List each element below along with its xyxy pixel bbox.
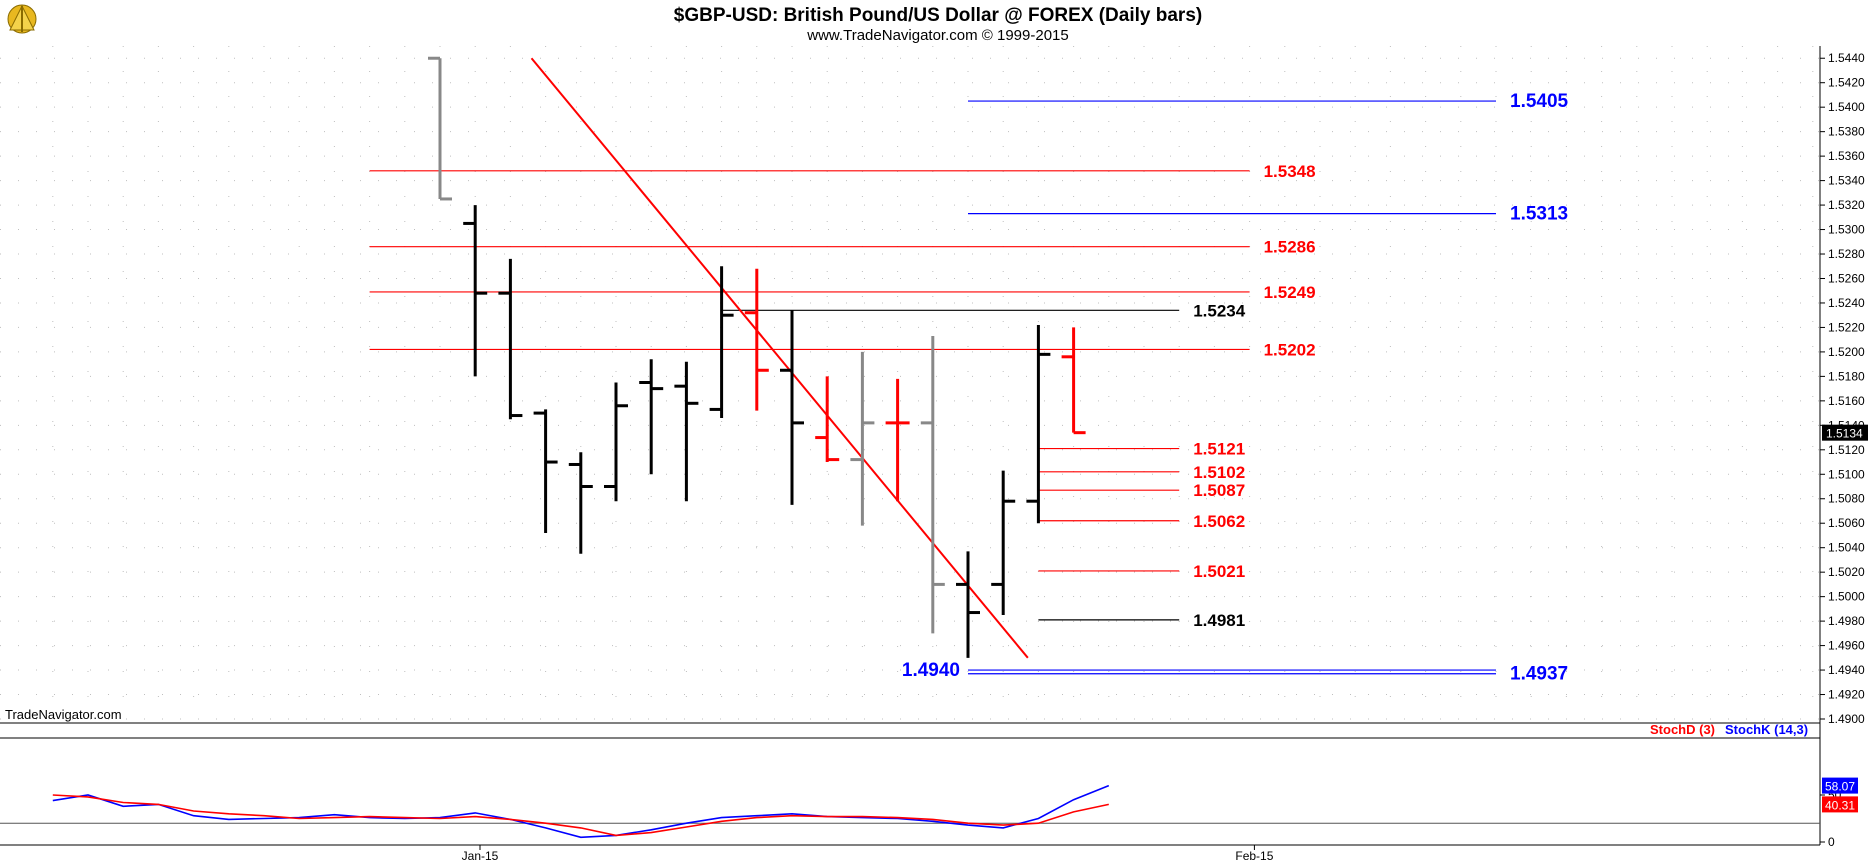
y-tick-label: 1.4920 <box>1828 688 1865 702</box>
sextant-logo-icon <box>7 4 37 34</box>
chart-title: $GBP-USD: British Pound/US Dollar @ FORE… <box>674 5 1202 26</box>
ohlc-bar <box>744 268 769 411</box>
stoch-k-badge <box>1822 777 1858 794</box>
level-label: 1.5348 <box>1264 162 1316 181</box>
level-label: 1.5121 <box>1193 440 1245 459</box>
trendline <box>530 57 1029 659</box>
y-tick-label: 1.5100 <box>1828 467 1865 481</box>
stoch-legend: StochK (14,3) StochD (3) <box>1650 722 1808 737</box>
y-tick-label: 1.5340 <box>1828 174 1865 188</box>
level-label: 1.5313 <box>1510 204 1568 225</box>
y-tick-label: 1.5180 <box>1828 369 1865 383</box>
y-tick-label: 1.5300 <box>1828 223 1865 237</box>
level-label: 1.4981 <box>1193 611 1245 630</box>
ohlc-bar <box>463 205 488 377</box>
stoch-k-value: 58.07 <box>1825 780 1855 794</box>
ohlc-bar <box>709 266 734 418</box>
stoch-d-badge <box>1822 796 1858 813</box>
legend-entry: StochK (14,3) <box>1725 722 1808 737</box>
level-label: 1.5202 <box>1264 340 1316 359</box>
ohlc-bar <box>498 258 523 420</box>
x-tick-label: Jan-15 <box>462 849 499 863</box>
price-bars <box>428 56 1086 658</box>
ohlc-bar <box>991 470 1016 615</box>
y-tick-label: 1.5260 <box>1828 271 1865 285</box>
level-label: 1.5087 <box>1193 481 1245 500</box>
stoch-k-line <box>52 784 1110 839</box>
level-label: 1.5021 <box>1193 562 1245 581</box>
ohlc-bar <box>1061 327 1086 435</box>
ohlc-bar <box>920 336 945 634</box>
stoch-d-value: 40.31 <box>1825 798 1855 812</box>
y-tick-label: 1.5200 <box>1828 345 1865 359</box>
chart-subtitle: www.TradeNavigator.com © 1999-2015 <box>806 27 1068 44</box>
y-tick-label: 1.5160 <box>1828 394 1865 408</box>
y-tick-label: 1.5080 <box>1828 492 1865 506</box>
y-tick-label: 1.4940 <box>1828 663 1865 677</box>
watermark: TradeNavigator.com <box>5 707 122 722</box>
level-label: 1.5405 <box>1510 91 1569 112</box>
y-tick-label: 1.5420 <box>1828 76 1865 90</box>
y-tick-label: 1.5120 <box>1828 443 1865 457</box>
ohlc-bar <box>850 351 875 526</box>
last-price-label: 1.5134 <box>1826 427 1863 441</box>
price-trendline <box>530 57 1029 659</box>
y-tick-label: 1.5280 <box>1828 247 1865 261</box>
y-tick-label: 1.4900 <box>1828 712 1865 726</box>
y-tick-label: 1.5400 <box>1828 100 1865 114</box>
stoch-lines <box>52 784 1110 839</box>
y-tick-label: 1.5240 <box>1828 296 1865 310</box>
y-tick-label: 1.5040 <box>1828 541 1865 555</box>
last-price-badge <box>1822 424 1868 441</box>
level-label: 1.5102 <box>1193 463 1245 482</box>
ohlc-bar <box>815 376 840 463</box>
ohlc-bar <box>428 56 452 201</box>
level-label: 1.5249 <box>1264 283 1316 302</box>
y-tick-label: 1.5320 <box>1828 198 1865 212</box>
ohlc-bar <box>1026 324 1051 524</box>
y-tick-label: 1.5380 <box>1828 125 1865 139</box>
y-tick-label: 1.5060 <box>1828 516 1865 530</box>
y-tick-label: 1.5020 <box>1828 565 1865 579</box>
y-tick-label: 1.4980 <box>1828 614 1865 628</box>
y-tick-label: 1.5440 <box>1828 51 1865 65</box>
legend-entry: StochD (3) <box>1650 722 1715 737</box>
y-tick-label: 0 <box>1828 835 1835 849</box>
level-label: 1.5286 <box>1264 238 1316 257</box>
level-label: 1.5234 <box>1193 301 1246 320</box>
ohlc-bar <box>885 378 910 502</box>
y-tick-label: 1.5000 <box>1828 590 1865 604</box>
ohlc-bar <box>604 382 628 502</box>
level-label: 1.4937 <box>1510 664 1568 685</box>
y-tick-label: 1.5220 <box>1828 320 1865 334</box>
level-label: 1.4940 <box>902 660 960 681</box>
ohlc-bar <box>639 359 664 475</box>
level-label: 1.5062 <box>1193 512 1245 531</box>
y-tick-label: 1.4960 <box>1828 639 1865 653</box>
ohlc-bar <box>956 551 980 658</box>
ohlc-bar <box>780 310 804 505</box>
x-tick-label: Feb-15 <box>1235 849 1273 863</box>
price-levels: 1.5405 1.5348 1.5313 1.5286 1.5249 1.5234 1.52… <box>369 91 1569 685</box>
y-tick-label: 1.5360 <box>1828 149 1865 163</box>
ohlc-bar <box>533 409 558 534</box>
ohlc-bar <box>568 452 593 554</box>
ohlc-bar <box>674 361 699 502</box>
stoch-d-line <box>52 794 1109 837</box>
x-axis: Jan-15 Feb-15 <box>462 845 1274 863</box>
price-axis: 1.5440 1.5420 1.5400 1.5380 1.5360 1.5340 1.53… <box>1819 46 1868 845</box>
